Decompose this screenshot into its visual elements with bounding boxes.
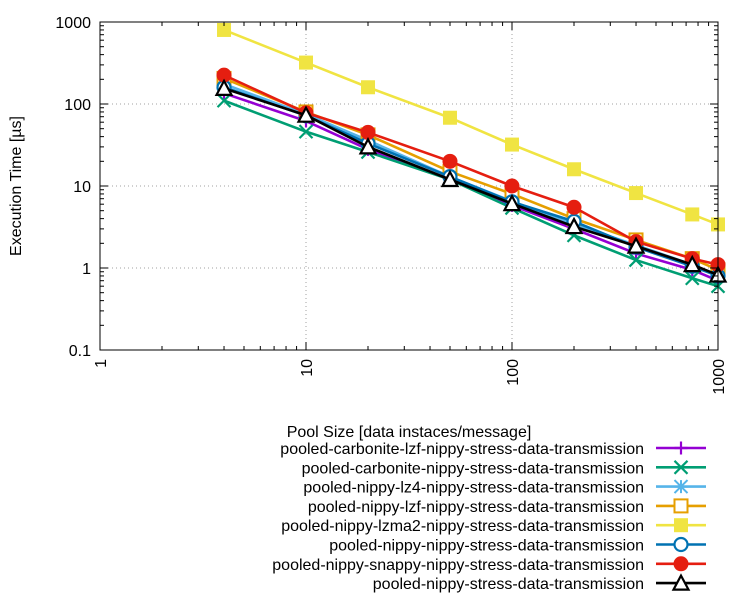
data-point <box>216 67 232 83</box>
legend-marker <box>671 573 691 591</box>
x-tick-label: 100 <box>505 359 522 386</box>
data-point <box>502 193 522 212</box>
legend-marker <box>673 498 689 514</box>
data-point <box>684 270 700 286</box>
legend-item: pooled-nippy-lz4-nippy-stress-data-trans… <box>303 479 706 497</box>
legend-item: pooled-nippy-stress-data-transmission <box>373 573 706 593</box>
data-point <box>214 78 234 96</box>
data-point <box>442 153 458 169</box>
legend: pooled-carbonite-lzf-nippy-stress-data-t… <box>272 441 706 593</box>
data-point <box>217 22 232 37</box>
y-tick-label: 10 <box>73 179 91 196</box>
legend-marker <box>674 518 688 533</box>
data-point <box>505 137 519 152</box>
y-tick-label: 100 <box>64 97 91 114</box>
legend-item: pooled-carbonite-lzf-nippy-stress-data-t… <box>280 441 706 458</box>
series-line <box>223 99 719 288</box>
legend-marker <box>673 460 689 475</box>
legend-label: pooled-nippy-lzf-nippy-stress-data-trans… <box>308 499 644 516</box>
legend-label: pooled-nippy-stress-data-transmission <box>373 576 644 593</box>
y-tick-label: 1 <box>82 261 91 278</box>
x-tick-label: 10 <box>299 359 316 377</box>
legend-item: pooled-carbonite-nippy-stress-data-trans… <box>302 460 706 477</box>
y-axis-label: Execution Time [µs] <box>8 116 25 256</box>
legend-item: pooled-nippy-lzma2-nippy-stress-data-tra… <box>281 518 706 535</box>
grid-lines <box>100 22 718 350</box>
legend-item: pooled-nippy-snappy-nippy-stress-data-tr… <box>272 556 706 574</box>
data-point <box>682 254 702 273</box>
data-point <box>564 216 584 235</box>
data-point <box>361 80 376 95</box>
series-7 <box>216 67 726 273</box>
series-line <box>223 28 719 226</box>
series-2 <box>216 93 726 294</box>
legend-label: pooled-carbonite-nippy-stress-data-trans… <box>302 460 644 477</box>
data-point <box>629 186 644 201</box>
data-point <box>442 110 457 125</box>
series-8 <box>214 78 728 283</box>
data-point <box>299 55 313 70</box>
data-point <box>626 236 646 254</box>
series-line <box>223 77 719 272</box>
data-point <box>567 162 582 177</box>
data-point <box>504 178 520 194</box>
data-point <box>296 105 316 123</box>
series-5 <box>217 22 725 232</box>
data-point <box>685 207 700 222</box>
data-point <box>298 124 314 139</box>
series-layer <box>214 22 728 294</box>
data-point <box>628 252 644 268</box>
data-point <box>360 124 376 140</box>
x-tick-label: 1000 <box>711 359 728 395</box>
legend-label: pooled-nippy-lzma2-nippy-stress-data-tra… <box>281 518 644 535</box>
data-point <box>566 199 582 215</box>
legend-label: pooled-nippy-nippy-stress-data-transmiss… <box>329 538 644 555</box>
data-point <box>358 137 378 155</box>
legend-label: pooled-nippy-lz4-nippy-stress-data-trans… <box>303 480 644 497</box>
legend-marker <box>674 441 688 455</box>
legend-marker <box>673 479 689 494</box>
legend-item: pooled-nippy-lzf-nippy-stress-data-trans… <box>308 498 706 516</box>
legend-label: pooled-nippy-snappy-nippy-stress-data-tr… <box>272 557 644 574</box>
legend-marker <box>673 536 689 553</box>
y-tick-label: 1000 <box>55 15 91 32</box>
data-point <box>440 169 460 188</box>
data-point <box>216 93 232 108</box>
legend-item: pooled-nippy-nippy-stress-data-transmiss… <box>329 536 706 555</box>
legend-label: pooled-carbonite-lzf-nippy-stress-data-t… <box>280 441 644 458</box>
series-line <box>223 73 719 266</box>
y-tick-label: 0.1 <box>69 343 91 360</box>
x-tick-label: 1 <box>93 359 110 368</box>
legend-marker <box>673 556 689 572</box>
x-axis-label: Pool Size [data instaces/message] <box>287 424 532 441</box>
